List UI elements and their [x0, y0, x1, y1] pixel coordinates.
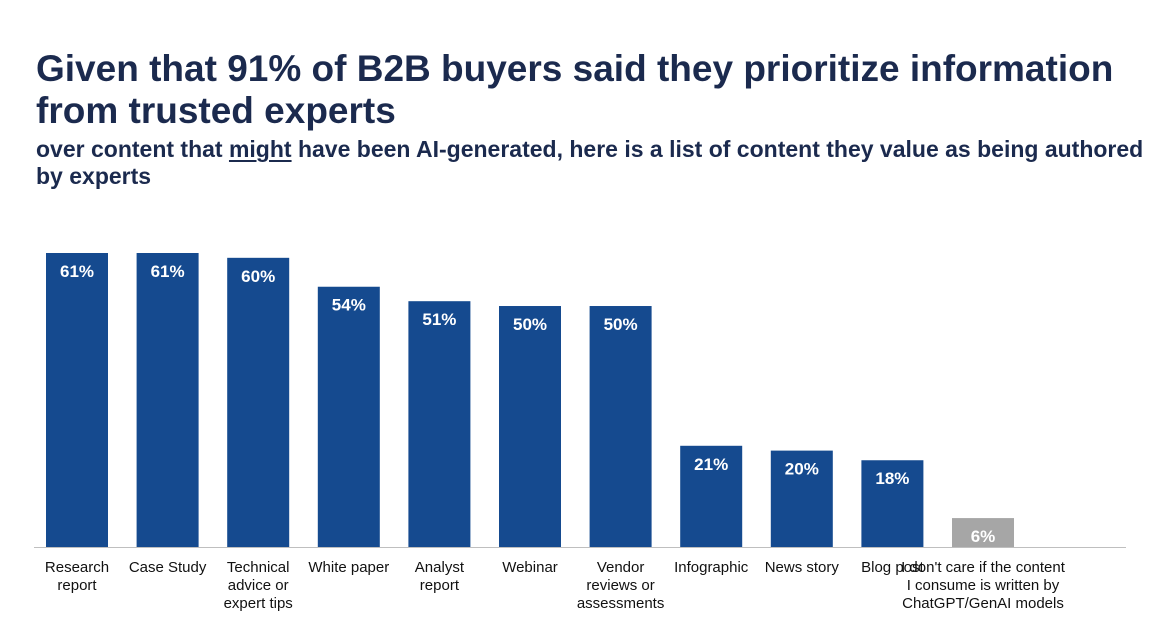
category-label: Technical advice or expert tips [224, 559, 293, 612]
category-label: Case Study [129, 559, 207, 576]
bar-value-label: 50% [604, 315, 638, 334]
bar-5 [408, 301, 471, 547]
category-label: Vendor reviews or assessments [577, 559, 665, 612]
bar-2 [136, 253, 199, 547]
category-label: News story [765, 559, 840, 576]
bar-value-label: 21% [694, 455, 728, 474]
bar-value-label: 51% [422, 310, 456, 329]
chart-subtitle: over content that might have been AI-gen… [36, 136, 1146, 190]
subtitle-text-start: over content that [36, 136, 229, 162]
bar-9 [770, 450, 833, 547]
bar-value-label: 61% [151, 262, 185, 281]
bar-value-label: 61% [60, 262, 94, 281]
category-label: Research report [45, 559, 109, 594]
bar-value-label: 6% [971, 527, 996, 546]
bar-value-label: 60% [241, 267, 275, 286]
subtitle-emphasis: might [228, 136, 292, 162]
bar-4 [317, 286, 380, 547]
bar-value-label: 18% [875, 469, 909, 488]
bar-1 [46, 253, 108, 547]
bar-11 [952, 518, 1014, 547]
bar-3 [227, 257, 290, 547]
subtitle-text-end: have been AI-generated, here is a list o… [36, 136, 1144, 189]
bar-8 [680, 445, 743, 547]
bar-value-label: 50% [513, 315, 547, 334]
category-label: White paper [308, 559, 389, 576]
chart-title: Given that 91% of B2B buyers said they p… [36, 48, 1114, 131]
category-label: Webinar [502, 559, 558, 576]
bar-7 [589, 306, 652, 547]
bar-value-label: 20% [785, 460, 819, 479]
bar-value-label: 54% [332, 296, 366, 315]
bar-6 [499, 306, 561, 547]
category-label: I don't care if the content I consume is … [901, 559, 1066, 612]
category-label: Blog post [861, 559, 924, 576]
category-label: Analyst report [415, 559, 465, 594]
bar-10 [861, 460, 924, 547]
category-label: Infographic [674, 559, 749, 576]
